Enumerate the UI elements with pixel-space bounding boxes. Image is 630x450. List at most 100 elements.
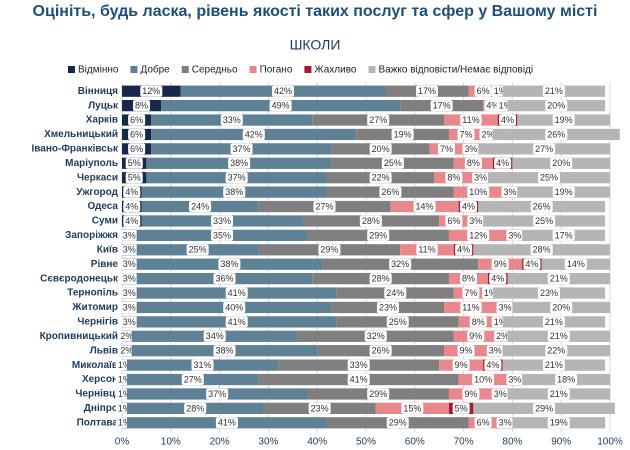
data-label: 14% (567, 259, 585, 269)
data-label: 9% (469, 331, 482, 341)
label-bg (203, 330, 226, 342)
data-label: 4% (496, 158, 509, 168)
data-label: 7% (464, 288, 477, 298)
y-tick-label: Ужгород (76, 187, 118, 198)
data-label: 6% (477, 418, 490, 428)
y-tick-label: Суми (92, 216, 118, 227)
data-label: 23% (540, 288, 558, 298)
label-bg (228, 157, 251, 169)
label-bg (218, 258, 241, 270)
label-bg (462, 143, 480, 155)
label-bg (491, 388, 509, 400)
data-label: 29% (389, 418, 407, 428)
data-label: 19% (555, 115, 573, 125)
data-label: 10% (469, 187, 487, 197)
label-bg (494, 330, 512, 342)
y-tick-label: Запоріжжя (65, 230, 118, 241)
label-bg (401, 402, 424, 414)
x-tick-label: 30% (258, 437, 278, 448)
data-label: 3% (508, 230, 521, 240)
label-bg (215, 417, 238, 429)
x-tick-label: 70% (454, 437, 474, 448)
y-tick-label: Вінниця (78, 86, 118, 97)
label-bg (389, 258, 412, 270)
label-bg (555, 374, 578, 386)
legend-swatch (368, 66, 376, 73)
data-label: 3% (123, 274, 136, 284)
y-tick-label: Тернопіль (67, 288, 118, 299)
label-bg (128, 143, 146, 155)
y-tick-label: Харків (86, 115, 118, 126)
label-bg (313, 201, 336, 213)
data-label: 20% (552, 302, 570, 312)
data-label: 26% (547, 129, 565, 139)
label-bg (369, 273, 392, 285)
data-label: 21% (550, 389, 568, 399)
data-label: 27% (535, 144, 553, 154)
data-label: 8% (472, 317, 485, 327)
data-label: 2% (496, 331, 509, 341)
label-bg (230, 143, 253, 155)
data-label: 32% (391, 259, 409, 269)
data-label: 3% (123, 230, 136, 240)
label-bg (225, 316, 248, 328)
data-label: 28% (362, 216, 380, 226)
data-label: 8% (447, 173, 460, 183)
data-label: 38% (215, 346, 233, 356)
data-label: 12% (142, 86, 160, 96)
data-label: 19% (555, 187, 573, 197)
data-label: 3% (489, 346, 502, 356)
x-tick-label: 0% (115, 437, 130, 448)
label-bg (457, 345, 475, 357)
chart-subtitle: ШКОЛИ (290, 37, 341, 53)
data-label: 41% (350, 374, 368, 384)
legend-label: Жахливо (314, 65, 357, 76)
y-tick-label: Львів (90, 345, 118, 356)
label-bg (367, 229, 390, 241)
data-label: 24% (191, 201, 209, 211)
label-bg (128, 114, 146, 126)
label-bg (318, 244, 341, 256)
label-bg (189, 201, 212, 213)
data-label: 3% (474, 173, 487, 183)
data-label: 7% (440, 144, 453, 154)
label-bg (445, 172, 463, 184)
data-label: 37% (233, 144, 251, 154)
label-bg (384, 287, 407, 299)
label-bg (530, 201, 553, 213)
data-label: 35% (213, 230, 231, 240)
label-bg (413, 201, 436, 213)
label-bg (496, 301, 514, 313)
label-bg (474, 417, 492, 429)
data-label: 42% (245, 129, 263, 139)
y-tick-label: Рівне (91, 259, 119, 270)
label-bg (125, 157, 143, 169)
data-label: 24% (386, 288, 404, 298)
label-bg (486, 345, 504, 357)
data-label: 29% (320, 245, 338, 255)
data-label: 3% (123, 302, 136, 312)
y-tick-label: Маріуполь (65, 158, 118, 169)
label-bg (430, 100, 453, 112)
y-tick-label: Київ (97, 244, 118, 255)
data-label: 8% (135, 101, 148, 111)
label-bg (472, 172, 490, 184)
data-label: 20% (552, 158, 570, 168)
label-bg (467, 229, 490, 241)
data-label: 5% (455, 403, 468, 413)
data-label: 1% (118, 389, 131, 399)
label-bg (269, 100, 292, 112)
data-label: 15% (403, 403, 421, 413)
label-bg (479, 128, 497, 140)
data-label: 3% (499, 302, 512, 312)
data-label: 14% (416, 201, 434, 211)
y-tick-label: Чернігів (77, 317, 118, 328)
label-bg (120, 273, 138, 285)
data-label: 38% (225, 187, 243, 197)
label-bg (213, 273, 236, 285)
label-bg (347, 359, 370, 371)
label-bg (472, 374, 495, 386)
label-bg (467, 330, 485, 342)
data-label: 10% (474, 374, 492, 384)
data-label: 20% (372, 144, 390, 154)
